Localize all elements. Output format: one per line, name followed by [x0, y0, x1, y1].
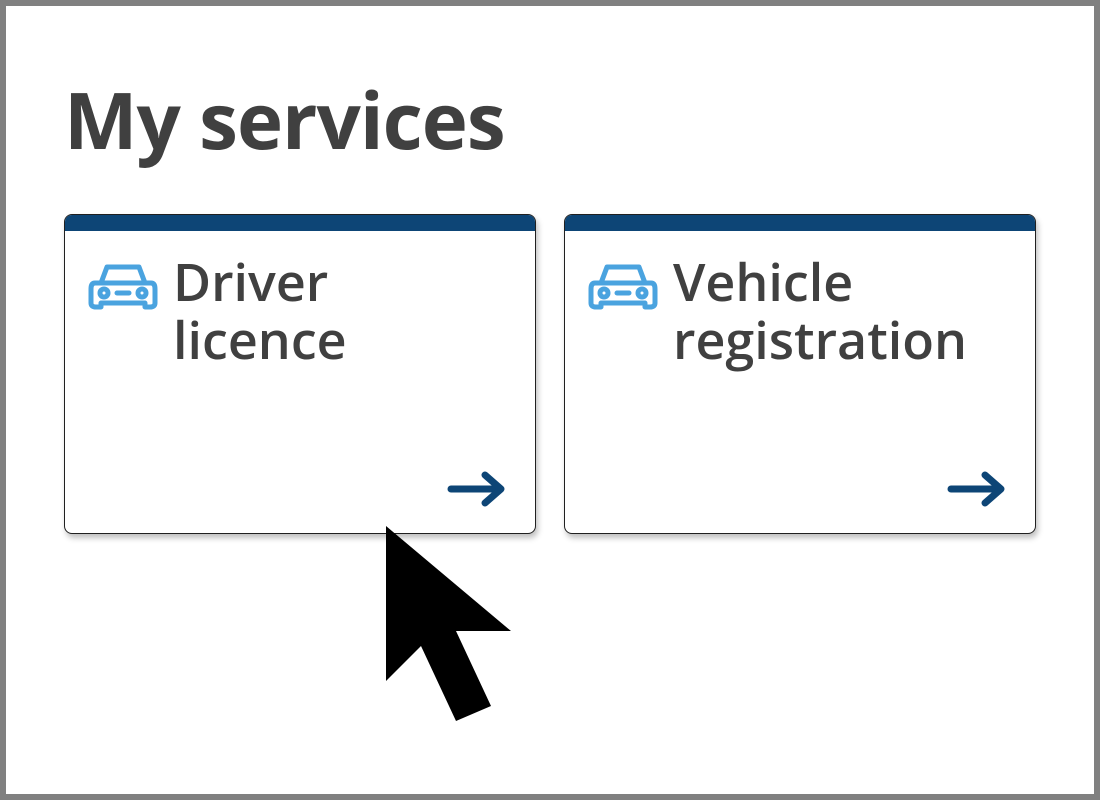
cursor-icon [376, 526, 536, 736]
card-body: Vehicle registration [565, 231, 1035, 369]
car-icon [587, 259, 659, 317]
card-vehicle-registration[interactable]: Vehicle registration [564, 214, 1036, 534]
page-title: My services [64, 66, 1036, 172]
card-accent-bar [565, 215, 1035, 231]
cards-row: Driver licence [64, 214, 1036, 534]
card-accent-bar [65, 215, 535, 231]
arrow-right-icon [447, 471, 507, 507]
card-driver-licence[interactable]: Driver licence [64, 214, 536, 534]
app-frame: My services [0, 0, 1100, 800]
card-label: Driver licence [173, 253, 511, 369]
arrow-right-icon [947, 471, 1007, 507]
card-label: Vehicle registration [673, 253, 1011, 369]
car-icon [87, 259, 159, 317]
card-body: Driver licence [65, 231, 535, 369]
